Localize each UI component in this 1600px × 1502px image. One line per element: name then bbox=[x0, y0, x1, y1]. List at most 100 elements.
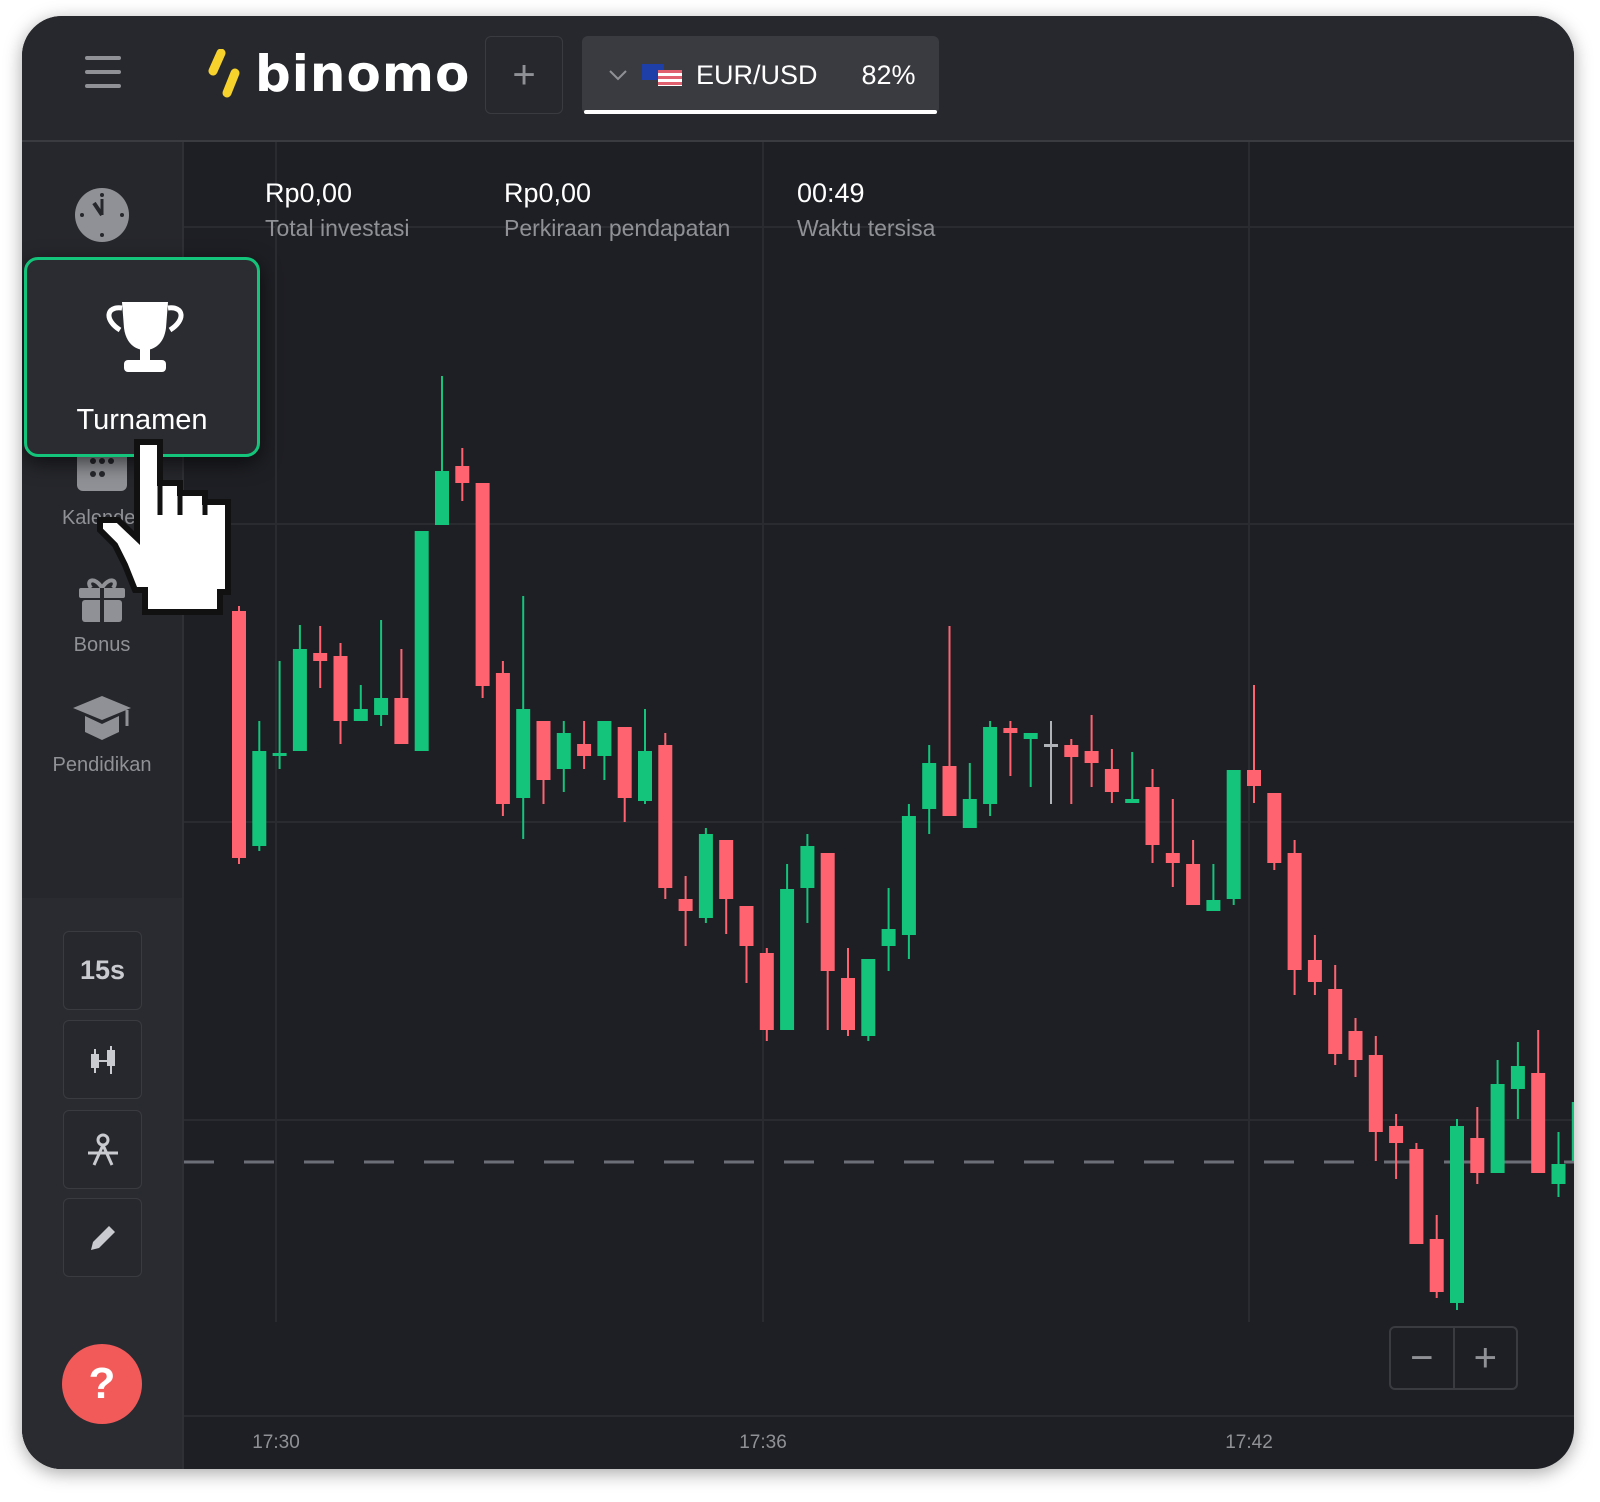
candle-body bbox=[475, 483, 490, 686]
top-bar: binomo + EUR/USD 82% bbox=[22, 16, 1574, 142]
candle-body bbox=[1064, 745, 1079, 757]
stat-total-investment: Rp0,00 Total investasi bbox=[265, 178, 409, 242]
candlestick-chart[interactable] bbox=[184, 142, 1574, 1469]
candle-body bbox=[1145, 787, 1160, 845]
stat-label: Perkiraan pendapatan bbox=[504, 215, 731, 241]
zoom-in-button[interactable]: + bbox=[1473, 1335, 1497, 1380]
candle-body bbox=[841, 978, 855, 1030]
candle-body bbox=[617, 727, 632, 798]
candle-body bbox=[1307, 960, 1322, 982]
candle-body bbox=[780, 889, 795, 1030]
candlestick-icon bbox=[90, 1045, 115, 1074]
candle-body bbox=[861, 959, 876, 1036]
clock-icon bbox=[75, 188, 129, 242]
candle-body bbox=[414, 531, 429, 751]
hamburger-icon[interactable] bbox=[85, 56, 121, 88]
candle-body bbox=[1084, 751, 1099, 763]
sidebar-item-history[interactable] bbox=[22, 187, 182, 243]
logo-text: binomo bbox=[255, 45, 471, 103]
candle-body bbox=[1044, 744, 1058, 747]
candle-body bbox=[435, 471, 449, 525]
add-asset-button[interactable]: + bbox=[485, 36, 563, 114]
candle-body bbox=[1186, 864, 1201, 905]
stat-value: 00:49 bbox=[797, 178, 865, 208]
chevron-down-icon bbox=[609, 70, 627, 81]
candle-body bbox=[759, 953, 774, 1030]
zoom-out-button[interactable]: − bbox=[1391, 1328, 1455, 1388]
candle-body bbox=[922, 763, 937, 809]
asset-payout: 82% bbox=[861, 59, 916, 90]
candle-body bbox=[516, 709, 531, 798]
stat-label: Waktu tersisa bbox=[797, 215, 936, 241]
chart-type-button[interactable] bbox=[63, 1020, 142, 1099]
sidebar-item-label: Turnamen bbox=[76, 404, 208, 436]
sidebar-item-calendar[interactable]: Kalender bbox=[22, 447, 182, 530]
sidebar-item-label: Bonus bbox=[73, 634, 131, 656]
candle-body bbox=[495, 673, 510, 804]
candle-body bbox=[800, 846, 815, 888]
indicators-button[interactable] bbox=[63, 1110, 142, 1189]
candle-body bbox=[1409, 1149, 1424, 1244]
active-underline bbox=[584, 110, 937, 114]
candle-body bbox=[881, 929, 896, 946]
stat-estimated-income: Rp0,00 Perkiraan pendapatan bbox=[504, 178, 730, 242]
candle-body bbox=[942, 766, 957, 816]
candle-body bbox=[1226, 770, 1241, 899]
gift-icon bbox=[79, 578, 125, 622]
trophy-icon bbox=[106, 302, 184, 372]
sidebar-item-tournaments[interactable]: Turnamen bbox=[24, 257, 260, 457]
candle-body bbox=[1328, 989, 1343, 1054]
candle-body bbox=[333, 656, 348, 721]
candle-body bbox=[252, 751, 267, 846]
candle-body bbox=[536, 721, 551, 780]
x-tick-label: 17:42 bbox=[1225, 1432, 1273, 1453]
sidebar-item-education[interactable]: Pendidikan bbox=[22, 692, 182, 777]
help-button[interactable]: ? bbox=[62, 1344, 142, 1424]
candle-body bbox=[638, 751, 652, 801]
draw-button[interactable] bbox=[63, 1198, 142, 1277]
candle-body bbox=[1368, 1055, 1383, 1132]
candle-body bbox=[1104, 769, 1119, 792]
candle-body bbox=[962, 799, 977, 828]
candle-body bbox=[1389, 1126, 1404, 1143]
candle-body bbox=[1531, 1073, 1546, 1173]
candle-body bbox=[556, 733, 571, 769]
price-chart[interactable]: Rp0,00 Total investasi Rp0,00 Perkiraan … bbox=[184, 142, 1574, 1469]
plus-icon: + bbox=[512, 52, 536, 97]
x-tick-label: 17:30 bbox=[252, 1432, 300, 1453]
candle-body bbox=[1206, 900, 1221, 911]
candle-body bbox=[1348, 1031, 1363, 1060]
candle-body bbox=[1267, 793, 1282, 863]
binomo-logo[interactable]: binomo bbox=[207, 44, 470, 104]
candle-body bbox=[353, 709, 368, 721]
candle-body bbox=[719, 840, 734, 899]
candle-body bbox=[292, 649, 307, 751]
candle-body bbox=[232, 611, 246, 858]
bolt-icon bbox=[208, 49, 240, 98]
app-window: binomo + EUR/USD 82% Kalender Bonus bbox=[22, 16, 1574, 1469]
candle-body bbox=[983, 727, 998, 804]
asset-name: EUR/USD bbox=[696, 59, 818, 90]
zoom-controls: − + bbox=[1389, 1326, 1518, 1390]
stat-time-remaining: 00:49 Waktu tersisa bbox=[797, 178, 935, 242]
candle-body bbox=[1287, 853, 1302, 970]
sidebar-item-label: Kalender bbox=[61, 507, 143, 529]
candle-body bbox=[739, 906, 754, 946]
candle-body bbox=[820, 853, 835, 971]
candle-body bbox=[1490, 1084, 1505, 1173]
candle-body bbox=[1551, 1164, 1566, 1184]
stat-value: Rp0,00 bbox=[265, 178, 353, 208]
candle-body bbox=[577, 744, 592, 756]
indicators-icon bbox=[87, 1133, 118, 1166]
sidebar-item-label: Pendidikan bbox=[52, 754, 152, 776]
candle-body bbox=[394, 698, 409, 744]
x-tick-label: 17:36 bbox=[739, 1432, 787, 1453]
candle-body bbox=[1510, 1066, 1525, 1089]
candle-body bbox=[1450, 1126, 1464, 1303]
candle-body bbox=[658, 745, 673, 888]
asset-selector[interactable]: EUR/USD 82% bbox=[582, 36, 939, 114]
candle-body bbox=[1470, 1138, 1485, 1173]
candle-body bbox=[313, 653, 328, 661]
sidebar-item-bonus[interactable]: Bonus bbox=[22, 576, 182, 657]
timeframe-button[interactable]: 15s bbox=[63, 931, 142, 1010]
